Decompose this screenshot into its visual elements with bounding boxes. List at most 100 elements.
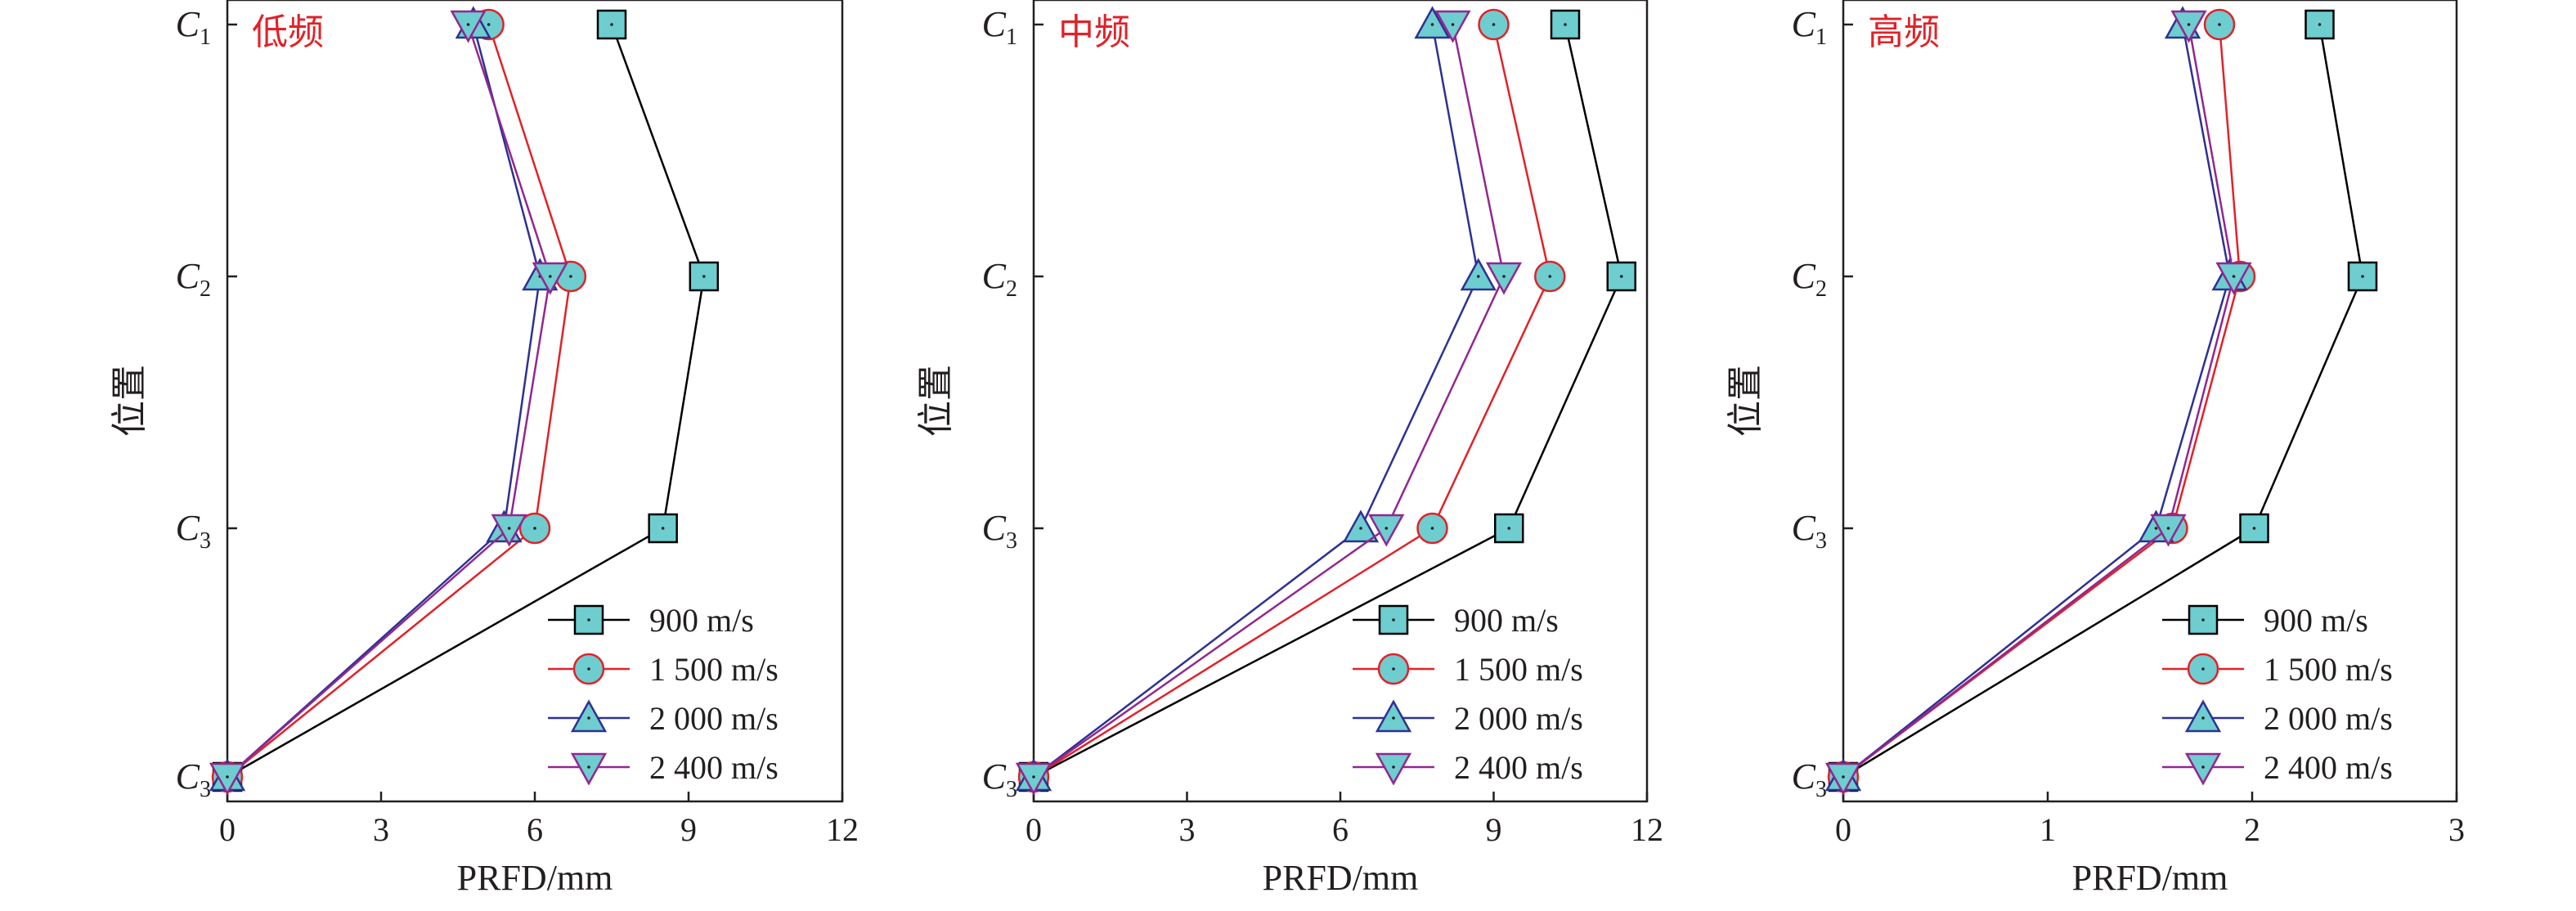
x-axis-title: PRFD/mm xyxy=(1263,858,1419,898)
y-category-label: C3 xyxy=(176,756,211,802)
y-axis-title: 位置 xyxy=(916,365,956,437)
plot-frame xyxy=(1842,0,2458,803)
y-category-main: C xyxy=(176,756,200,797)
y-category-main: C xyxy=(1792,4,1816,44)
series-line xyxy=(1033,24,1480,778)
legend-label: 2 000 m/s xyxy=(649,700,779,737)
y-category-label: C3 xyxy=(982,756,1017,802)
y-category-sub: 3 xyxy=(1006,777,1017,802)
y-category-label: C3 xyxy=(1792,508,1827,554)
data-point-marker xyxy=(1342,509,1380,543)
marker-center-dot xyxy=(2201,716,2205,720)
y-category-label: C1 xyxy=(176,4,211,50)
panel-title: 低频 xyxy=(252,12,324,52)
marker-center-dot xyxy=(587,618,590,622)
marker-center-dot xyxy=(2318,23,2322,26)
y-category-main: C xyxy=(1792,256,1816,296)
y-category-sub: 1 xyxy=(200,25,211,50)
marker-center-dot xyxy=(2218,23,2221,26)
marker-center-dot xyxy=(2201,667,2205,671)
y-axis-title: 位置 xyxy=(1726,365,1766,437)
x-tick-label: 3 xyxy=(1179,811,1196,848)
data-point-marker xyxy=(1434,10,1471,43)
marker-center-dot xyxy=(2166,527,2170,530)
marker-center-dot xyxy=(487,23,491,26)
marker-center-dot xyxy=(587,765,590,769)
y-category-main: C xyxy=(176,256,200,296)
x-tick-label: 2 xyxy=(2244,811,2260,848)
series-3 xyxy=(1015,6,1497,792)
marker-center-dot xyxy=(466,23,470,26)
series-1 xyxy=(212,9,720,792)
data-point-marker xyxy=(532,262,568,295)
x-axis-title: PRFD/mm xyxy=(457,858,613,898)
y-axis-title: 位置 xyxy=(110,365,150,437)
series-line xyxy=(1842,24,2235,778)
x-tick-label: 0 xyxy=(219,811,236,848)
marker-center-dot xyxy=(1842,775,1845,779)
marker-center-dot xyxy=(1507,527,1511,530)
y-category-sub: 3 xyxy=(1006,528,1017,554)
legend-label: 2 400 m/s xyxy=(649,749,779,786)
legend-marker xyxy=(2184,699,2222,733)
y-category-main: C xyxy=(982,756,1007,797)
marker-center-dot xyxy=(1430,527,1434,530)
y-category-sub: 3 xyxy=(200,528,211,554)
marker-center-dot xyxy=(2232,275,2236,278)
marker-center-dot xyxy=(2187,23,2191,26)
x-tick-label: 1 xyxy=(2040,811,2056,848)
legend-label: 900 m/s xyxy=(1454,602,1559,639)
x-tick-label: 6 xyxy=(1332,811,1349,848)
marker-center-dot xyxy=(2154,527,2158,530)
series-4 xyxy=(209,10,568,796)
marker-center-dot xyxy=(1564,23,1567,26)
data-point-marker xyxy=(491,514,527,547)
legend-label: 1 500 m/s xyxy=(649,651,779,688)
x-tick-label: 12 xyxy=(1631,811,1663,848)
y-category-label: C2 xyxy=(176,256,211,302)
legend-marker xyxy=(1375,752,1412,786)
series-line xyxy=(1033,24,1506,779)
x-tick-label: 9 xyxy=(1486,811,1502,848)
legend-marker xyxy=(2184,752,2222,786)
y-category-sub: 1 xyxy=(1006,25,1017,50)
legend-label: 1 500 m/s xyxy=(1454,651,1583,688)
marker-center-dot xyxy=(2361,275,2364,278)
data-point-marker xyxy=(450,10,487,43)
series-line xyxy=(1842,24,2364,779)
legend-label: 2 000 m/s xyxy=(1454,700,1583,737)
y-category-label: C2 xyxy=(1792,256,1827,302)
marker-center-dot xyxy=(2252,527,2256,530)
marker-center-dot xyxy=(226,775,229,779)
y-category-sub: 1 xyxy=(1815,25,1827,50)
data-point-marker xyxy=(209,762,246,796)
legend-marker xyxy=(1375,699,1412,733)
y-category-main: C xyxy=(982,256,1007,296)
series-line xyxy=(1033,24,1623,779)
marker-center-dot xyxy=(533,527,536,530)
marker-center-dot xyxy=(1548,275,1552,278)
y-category-sub: 3 xyxy=(1815,777,1827,802)
marker-center-dot xyxy=(1032,775,1035,779)
marker-center-dot xyxy=(1430,23,1434,26)
y-category-main: C xyxy=(982,4,1007,44)
y-category-label: C1 xyxy=(982,4,1017,50)
panel-title: 高频 xyxy=(1868,12,1940,52)
marker-center-dot xyxy=(549,275,552,278)
data-point-marker xyxy=(2150,514,2187,547)
data-point-marker xyxy=(2215,262,2252,295)
marker-center-dot xyxy=(661,527,665,530)
legend-label: 900 m/s xyxy=(649,602,754,639)
marker-center-dot xyxy=(1392,716,1395,720)
y-category-sub: 2 xyxy=(1815,276,1827,302)
marker-center-dot xyxy=(569,275,572,278)
y-category-sub: 2 xyxy=(1006,276,1017,302)
series-line xyxy=(227,24,706,779)
y-category-sub: 3 xyxy=(1815,528,1827,554)
marker-center-dot xyxy=(587,716,590,720)
marker-center-dot xyxy=(610,23,613,26)
series-3 xyxy=(209,6,559,792)
